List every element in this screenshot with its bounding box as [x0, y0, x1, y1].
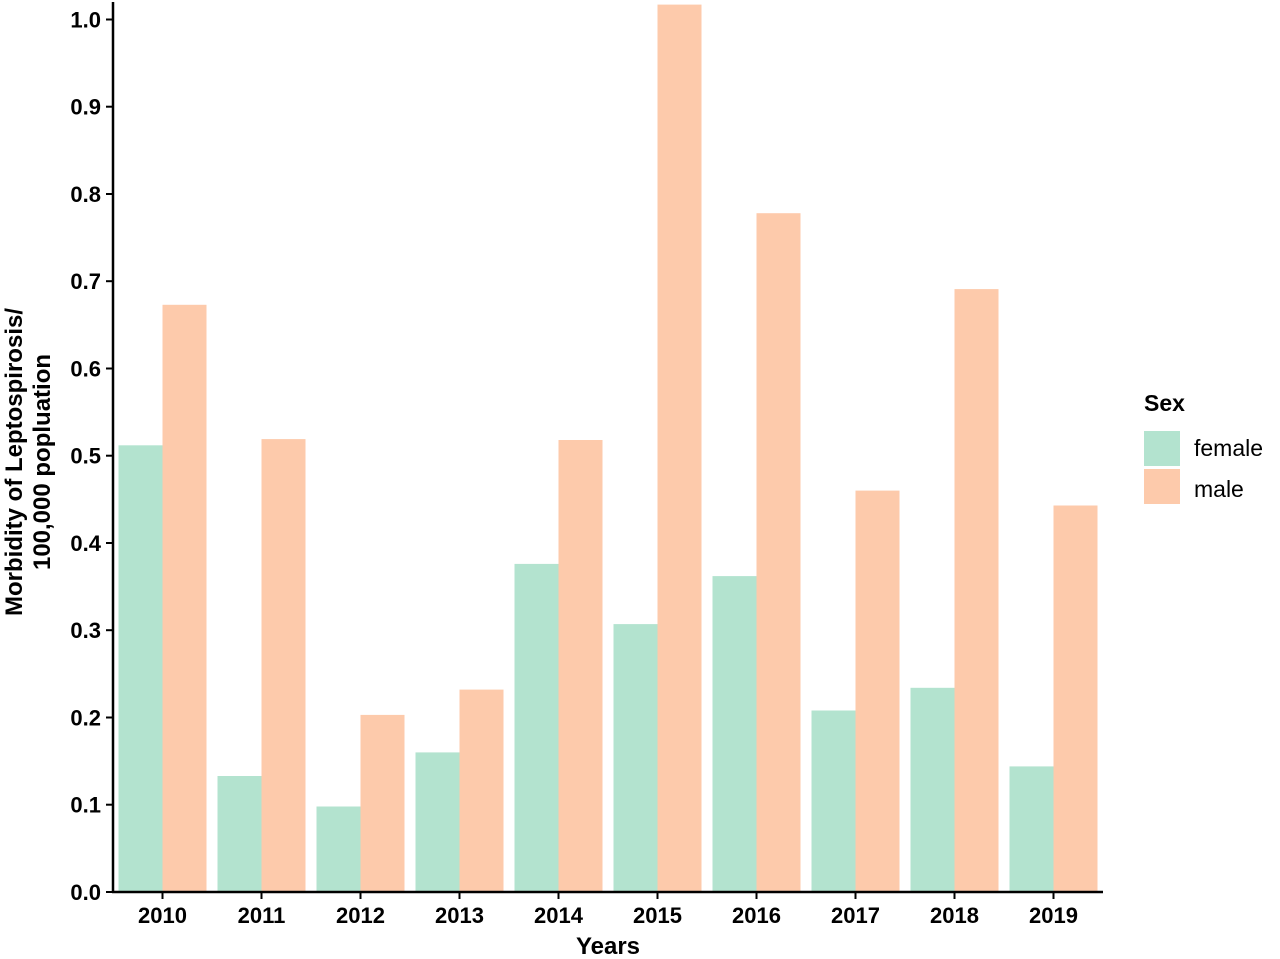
bar-female-2011 — [217, 776, 262, 892]
legend-swatch-male — [1144, 469, 1180, 504]
legend-label-male: male — [1194, 476, 1244, 502]
y-tick-label-0: 0.0 — [70, 880, 101, 905]
bar-female-2019 — [1009, 766, 1054, 892]
bar-male-2017 — [855, 490, 900, 892]
x-axis-title: Years — [576, 933, 640, 959]
x-tick-label-2014: 2014 — [534, 903, 584, 928]
legend: Sex female male — [1144, 390, 1263, 504]
y-tick-label-10: 1.0 — [70, 8, 101, 33]
bar-male-2018 — [954, 289, 999, 893]
y-tick-label-4: 0.4 — [70, 531, 101, 556]
x-tick-label-2013: 2013 — [435, 903, 484, 928]
bar-female-2018 — [910, 687, 955, 892]
y-ticks-layer: 0.0 0.1 0.2 0.3 0.4 0.5 0.6 0.7 0.8 0.9 1.0 — [70, 8, 113, 905]
legend-label-female: female — [1194, 435, 1263, 461]
y-tick-label-3: 0.3 — [70, 618, 101, 643]
legend-title: Sex — [1144, 390, 1185, 416]
bar-male-2019 — [1053, 505, 1098, 892]
y-axis-title: Morbidity of Leptospirosis/ 100,000 popl… — [1, 308, 56, 616]
x-tick-label-2015: 2015 — [633, 903, 682, 928]
legend-swatch-female — [1144, 431, 1180, 466]
bar-female-2015 — [613, 624, 658, 892]
bar-female-2016 — [712, 576, 757, 892]
x-tick-label-2018: 2018 — [930, 903, 979, 928]
y-tick-label-2: 0.2 — [70, 706, 101, 731]
y-axis-title-line-2: 100,000 popluation — [29, 354, 56, 570]
bar-female-2013 — [415, 752, 460, 892]
y-tick-label-1: 0.1 — [70, 793, 101, 818]
x-tick-label-2010: 2010 — [138, 903, 187, 928]
y-tick-label-9: 0.9 — [70, 95, 101, 120]
y-tick-label-6: 0.6 — [70, 357, 101, 382]
bar-female-2012 — [316, 806, 361, 892]
bar-female-2014 — [514, 563, 559, 892]
y-tick-label-8: 0.8 — [70, 182, 101, 207]
x-tick-label-2012: 2012 — [336, 903, 385, 928]
bar-male-2013 — [459, 689, 504, 892]
y-tick-label-5: 0.5 — [70, 444, 101, 469]
bar-male-2010 — [162, 304, 207, 892]
bar-female-2017 — [811, 710, 856, 892]
bar-male-2011 — [261, 439, 306, 892]
bar-female-2010 — [118, 445, 163, 892]
x-ticks-layer: 2010 2011 2012 2013 2014 2015 2016 2017 2018 2019 — [138, 892, 1078, 928]
x-tick-label-2011: 2011 — [238, 903, 286, 928]
bar-male-2015 — [657, 4, 702, 893]
bar-male-2012 — [360, 714, 405, 892]
y-tick-label-7: 0.7 — [70, 269, 101, 294]
x-tick-label-2019: 2019 — [1029, 903, 1078, 928]
x-tick-label-2017: 2017 — [831, 903, 880, 928]
y-axis-title-line-1: Morbidity of Leptospirosis/ — [1, 308, 28, 616]
x-tick-label-2016: 2016 — [732, 903, 781, 928]
bar-male-2016 — [756, 213, 801, 892]
bar-male-2014 — [558, 440, 603, 892]
bars-layer — [118, 4, 1098, 893]
